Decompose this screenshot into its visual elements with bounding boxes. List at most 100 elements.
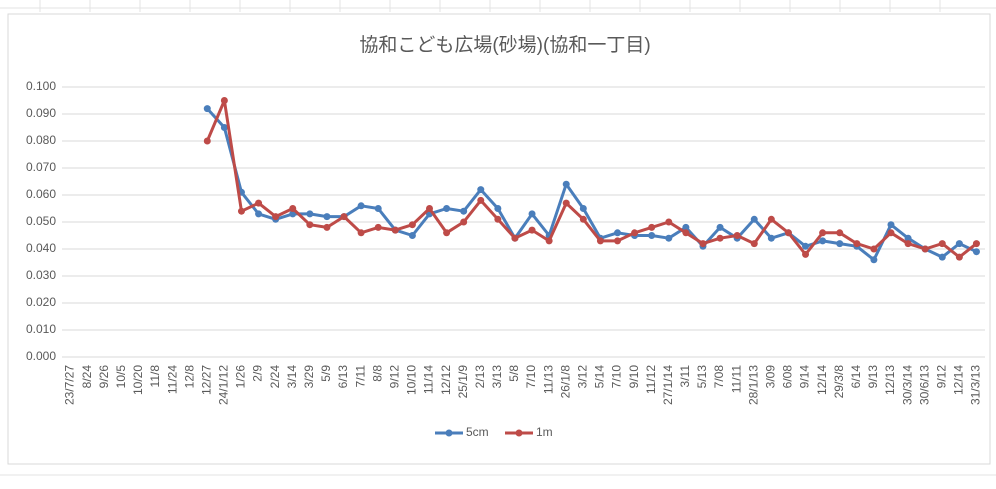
y-tick-label: 0.010: [26, 322, 56, 336]
point: [682, 229, 690, 237]
point: [374, 205, 382, 212]
x-tick-label: 9/12: [387, 365, 401, 389]
point: [443, 229, 451, 237]
point: [904, 234, 912, 242]
point: [631, 229, 639, 237]
x-tick-label: 2/24: [268, 365, 282, 389]
point: [802, 242, 810, 250]
chart-area: [7, 13, 991, 465]
x-tick-label: 10/10: [405, 365, 419, 395]
x-tick-label: 24/1/12: [217, 365, 231, 405]
x-tick-label: 3/14: [285, 365, 299, 389]
x-tick-label: 3/09: [764, 365, 778, 389]
point: [374, 223, 382, 231]
point: [237, 207, 245, 215]
y-tick-label: 0.100: [26, 79, 56, 93]
point: [819, 237, 827, 245]
x-tick-label: 7/11: [353, 365, 367, 388]
point: [220, 124, 228, 131]
point: [750, 215, 758, 223]
x-tick-label: 12/14: [815, 365, 829, 395]
x-tick-label: 5/9: [319, 365, 333, 382]
point: [870, 256, 878, 264]
point: [494, 215, 502, 223]
point: [716, 234, 724, 242]
y-tick-label: 0.030: [26, 268, 56, 282]
point: [836, 229, 844, 237]
y-tick-label: 0.040: [26, 241, 56, 255]
point: [425, 205, 433, 212]
x-tick-label: 3/12: [575, 365, 589, 389]
point: [340, 213, 348, 221]
x-tick-label: 27/1/14: [661, 365, 675, 405]
point: [904, 240, 912, 248]
point: [802, 250, 810, 258]
series-line: [206, 107, 978, 262]
point: [562, 199, 570, 207]
point: [870, 245, 878, 253]
point: [614, 237, 622, 245]
point: [477, 186, 485, 194]
legend-label: 5cm: [466, 425, 489, 439]
point: [289, 205, 297, 212]
x-tick-label: 29/3/8: [832, 365, 846, 399]
y-tick-label: 0.080: [26, 133, 56, 147]
series-line: [205, 99, 978, 259]
x-tick-label: 3/11: [678, 365, 692, 388]
point: [203, 105, 211, 113]
x-tick-label: 12/27: [199, 365, 213, 395]
point: [460, 218, 468, 226]
point: [921, 245, 929, 253]
point: [784, 229, 792, 237]
x-tick-label: 28/1/13: [746, 365, 760, 405]
y-tick-label: 0.050: [26, 214, 56, 228]
point: [579, 215, 587, 223]
point: [648, 232, 656, 239]
point: [972, 240, 980, 248]
x-tick-label: 26/1/8: [558, 365, 572, 399]
x-tick-label: 23/7/27: [63, 365, 77, 405]
point: [391, 226, 399, 234]
x-tick-label: 2/13: [473, 365, 487, 389]
chart-title: 協和こども広場(砂場)(協和一丁目): [359, 34, 650, 56]
x-tick-label: 11/12: [644, 365, 658, 394]
x-tick-label: 8/24: [80, 365, 94, 389]
x-tick-label: 9/26: [97, 365, 111, 389]
x-tick-label: 12/14: [952, 365, 966, 395]
point: [682, 223, 690, 231]
x-tick-label: 6/08: [781, 365, 795, 389]
x-tick-label: 30/6/13: [917, 365, 931, 405]
point: [887, 229, 895, 237]
y-tick-label: 0.000: [26, 349, 56, 363]
point: [579, 205, 587, 212]
point: [323, 223, 331, 231]
point: [750, 240, 758, 248]
x-tick-label: 8/8: [370, 365, 384, 382]
point: [853, 240, 861, 248]
x-tick-label: 9/13: [866, 365, 880, 389]
x-tick-label: 6/13: [336, 365, 350, 389]
point: [408, 232, 416, 239]
legend-marker: [445, 429, 453, 437]
x-tick-label: 11/8: [148, 365, 162, 388]
point: [887, 221, 895, 229]
x-tick-label: 3/13: [490, 365, 504, 389]
point: [665, 234, 673, 242]
x-tick-label: 1/26: [234, 365, 248, 389]
point: [545, 237, 553, 245]
point: [306, 210, 314, 218]
point: [255, 210, 263, 218]
x-tick-label: 11/13: [541, 365, 555, 394]
x-tick-label: 31/3/13: [969, 365, 983, 405]
point: [938, 253, 946, 261]
legend-marker: [515, 429, 523, 437]
y-tick-label: 0.090: [26, 106, 56, 120]
x-tick-label: 10/5: [114, 365, 128, 389]
y-tick-label: 0.020: [26, 295, 56, 309]
x-tick-label: 12/12: [439, 365, 453, 395]
point: [203, 137, 211, 145]
point: [767, 234, 775, 242]
point: [255, 199, 263, 207]
point: [955, 240, 963, 248]
